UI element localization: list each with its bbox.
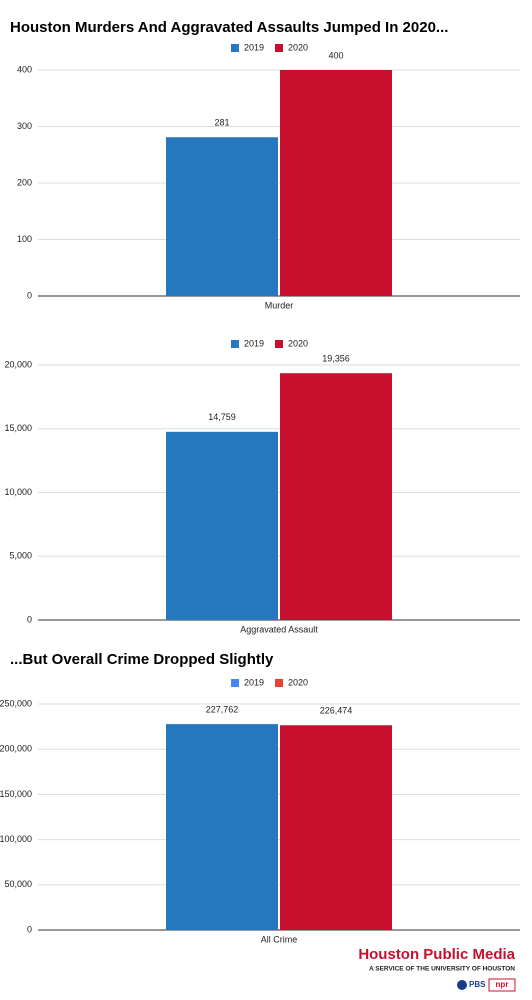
legend-label: 2020	[288, 42, 308, 52]
bar	[280, 70, 392, 296]
legend-swatch	[275, 679, 283, 687]
y-tick-label: 100,000	[0, 834, 32, 844]
brand-partner: npr	[496, 980, 509, 989]
legend-label: 2019	[244, 338, 264, 348]
brand-tagline: A SERVICE OF THE UNIVERSITY OF HOUSTON	[369, 966, 515, 973]
y-tick-label: 200,000	[0, 744, 32, 754]
y-tick-label: 0	[27, 924, 32, 934]
y-tick-label: 0	[27, 614, 32, 624]
y-tick-label: 10,000	[4, 487, 32, 497]
legend-label: 2020	[288, 677, 308, 687]
chart-title: ...But Overall Crime Dropped Slightly	[10, 651, 274, 668]
legend-swatch	[231, 44, 239, 52]
bar	[166, 431, 278, 620]
y-tick-label: 50,000	[4, 879, 32, 889]
legend-label: 2019	[244, 677, 264, 687]
y-tick-label: 150,000	[0, 789, 32, 799]
data-label: 226,474	[320, 706, 353, 716]
y-tick-label: 100	[17, 234, 32, 244]
legend-swatch	[275, 340, 283, 348]
legend-label: 2020	[288, 338, 308, 348]
x-tick-label: Murder	[265, 300, 294, 310]
data-label: 19,356	[322, 354, 350, 364]
x-tick-label: All Crime	[261, 934, 298, 944]
legend-swatch	[231, 679, 239, 687]
data-label: 281	[214, 118, 229, 128]
y-tick-label: 20,000	[4, 359, 32, 369]
brand-partner: PBS	[469, 980, 486, 989]
y-tick-label: 300	[17, 121, 32, 131]
data-label: 227,762	[206, 704, 239, 714]
bar	[280, 725, 392, 930]
y-tick-label: 400	[17, 64, 32, 74]
data-label: 14,759	[208, 412, 236, 422]
x-tick-label: Aggravated Assault	[240, 624, 318, 634]
bar	[280, 373, 392, 620]
legend-swatch	[231, 340, 239, 348]
y-tick-label: 0	[27, 290, 32, 300]
y-tick-label: 15,000	[4, 423, 32, 433]
brand-name: Houston Public Media	[358, 946, 515, 963]
legend-swatch	[275, 44, 283, 52]
bar	[166, 724, 278, 930]
bar	[166, 137, 278, 296]
chart-title: Houston Murders And Aggravated Assaults …	[10, 19, 448, 36]
legend-label: 2019	[244, 42, 264, 52]
y-tick-label: 200	[17, 177, 32, 187]
y-tick-label: 5,000	[9, 551, 32, 561]
npr-box	[488, 978, 516, 992]
y-tick-label: 250,000	[0, 698, 32, 708]
pbs-icon	[457, 980, 467, 990]
data-label: 400	[328, 50, 343, 60]
